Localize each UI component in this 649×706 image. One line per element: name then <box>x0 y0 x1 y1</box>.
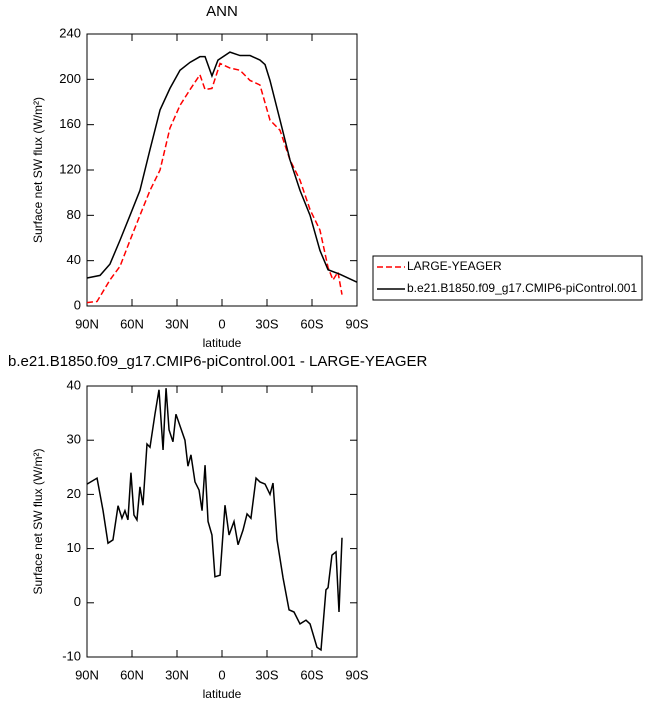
x-tick-label: 60S <box>300 667 323 682</box>
x-tick-label: 30S <box>255 316 278 331</box>
y-tick-label: 0 <box>74 594 81 609</box>
x-axis-label: latitude <box>203 336 242 350</box>
x-tick-label: 60N <box>120 316 144 331</box>
y-tick-label: 40 <box>67 377 81 392</box>
y-tick-label: 30 <box>67 432 81 447</box>
y-tick-label: 240 <box>59 25 81 40</box>
x-tick-label: 90S <box>345 316 368 331</box>
legend: LARGE-YEAGER b.e21.B1850.f09_g17.CMIP6-pi… <box>372 255 643 301</box>
y-tick-label: 20 <box>67 486 81 501</box>
data-line <box>86 62 343 304</box>
legend-label: LARGE-YEAGER <box>407 259 502 273</box>
x-tick-label: 60N <box>120 667 144 682</box>
x-tick-label: 30S <box>255 667 278 682</box>
x-tick-label: 90S <box>345 667 368 682</box>
y-axis-label: Surface net SW flux (W/m²) <box>31 448 45 594</box>
panel: b.e21.B1850.f09_g17.CMIP6-piControl.001 … <box>8 353 428 701</box>
y-tick-label: 0 <box>74 297 81 312</box>
x-tick-label: 0 <box>218 667 225 682</box>
data-line <box>86 51 358 283</box>
y-tick-label: 80 <box>67 207 81 222</box>
legend-box <box>372 255 643 301</box>
y-tick-label: 160 <box>59 116 81 131</box>
chart-title: ANN <box>206 3 238 20</box>
y-axis-label: Surface net SW flux (W/m²) <box>31 97 45 243</box>
x-tick-label: 90N <box>75 316 99 331</box>
plot-frame <box>86 33 358 307</box>
y-tick-label: 200 <box>59 71 81 86</box>
y-tick-label: -10 <box>62 648 81 663</box>
x-tick-label: 60S <box>300 316 323 331</box>
x-tick-label: 90N <box>75 667 99 682</box>
plot-frame <box>86 385 358 658</box>
y-tick-label: 120 <box>59 161 81 176</box>
panel: ANN latitude Surface net SW flux (W/m²) 90N… <box>31 3 643 350</box>
y-tick-label: 40 <box>67 252 81 267</box>
x-tick-label: 0 <box>218 316 225 331</box>
y-tick-label: 10 <box>67 540 81 555</box>
x-tick-label: 30N <box>165 316 189 331</box>
x-tick-label: 30N <box>165 667 189 682</box>
legend-label: b.e21.B1850.f09_g17.CMIP6-piControl.001 <box>407 281 637 295</box>
x-axis-label: latitude <box>203 687 242 701</box>
data-line <box>86 388 343 652</box>
chart-title: b.e21.B1850.f09_g17.CMIP6-piControl.001 … <box>8 353 428 370</box>
